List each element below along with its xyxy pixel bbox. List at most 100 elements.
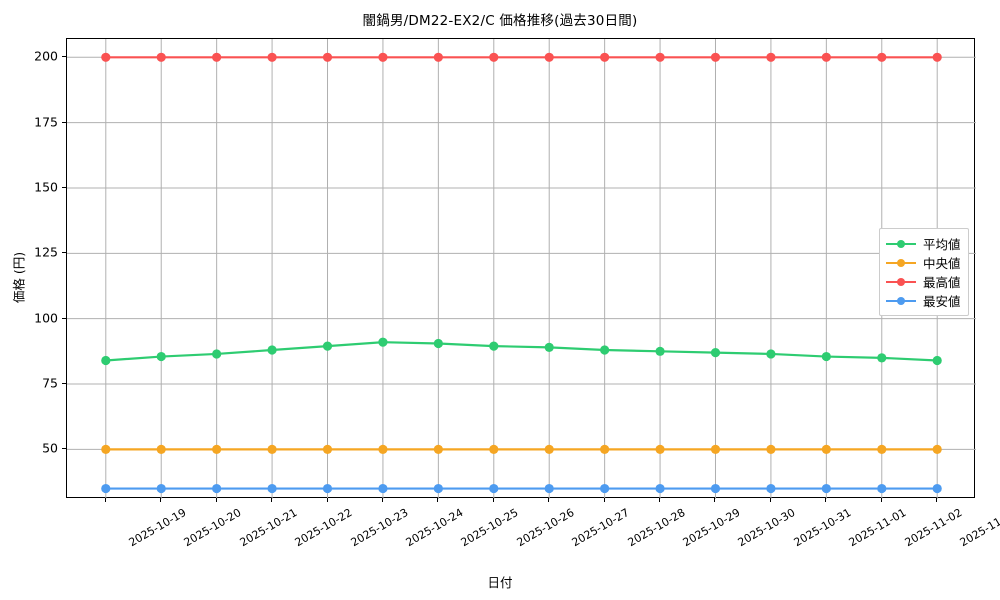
data-point-marker[interactable] <box>710 348 721 358</box>
data-point-marker[interactable] <box>156 351 166 362</box>
x-axis-tick-mark <box>104 498 106 502</box>
data-point-marker[interactable] <box>932 483 942 494</box>
y-axis-tick-label: 75 <box>42 375 58 391</box>
data-point-marker[interactable] <box>378 52 388 62</box>
x-axis-tick-label: 2025-10-31 <box>791 506 854 550</box>
data-point-marker[interactable] <box>212 444 222 454</box>
data-point-marker[interactable] <box>267 483 277 494</box>
data-point-marker[interactable] <box>267 345 277 355</box>
data-point-marker[interactable] <box>101 483 111 494</box>
data-point-marker[interactable] <box>378 337 388 347</box>
data-point-marker[interactable] <box>600 345 610 355</box>
data-point-marker[interactable] <box>267 52 277 62</box>
legend-dot <box>897 258 905 267</box>
legend-item[interactable]: 最高値 <box>886 272 961 291</box>
data-point-marker[interactable] <box>600 444 610 454</box>
data-point-marker[interactable] <box>544 483 554 494</box>
x-axis-tick-mark <box>825 498 827 502</box>
data-point-marker[interactable] <box>156 444 166 454</box>
chart-legend[interactable]: 平均値 中央値最高値 最安値 <box>879 228 969 316</box>
x-axis-tick-mark <box>603 498 605 502</box>
data-point-marker[interactable] <box>821 52 831 62</box>
data-point-marker[interactable] <box>655 483 665 494</box>
legend-item[interactable]: 最安値 <box>886 291 961 310</box>
data-point-marker[interactable] <box>212 483 222 494</box>
data-point-marker[interactable] <box>877 52 887 62</box>
data-point-marker[interactable] <box>655 444 665 454</box>
data-point-marker[interactable] <box>489 444 499 454</box>
x-axis-tick-label: 2025-10-27 <box>569 506 632 550</box>
chart-title: 闇鍋男/DM22-EX2/C 価格推移(過去30日間) <box>362 13 638 29</box>
data-point-marker[interactable] <box>433 52 443 62</box>
x-axis-tick-label: 2025-10-30 <box>736 506 798 550</box>
data-point-marker[interactable] <box>489 52 499 62</box>
data-point-marker[interactable] <box>932 355 942 366</box>
data-point-marker[interactable] <box>544 342 554 353</box>
data-point-marker[interactable] <box>101 355 111 366</box>
data-point-marker[interactable] <box>156 52 166 62</box>
data-point-marker[interactable] <box>766 349 776 359</box>
legend-dot <box>897 239 905 248</box>
data-point-marker[interactable] <box>433 338 443 349</box>
legend-label: 最高値 <box>923 275 961 290</box>
x-axis-tick-label: 2025-10-29 <box>680 506 743 550</box>
data-point-marker[interactable] <box>710 444 721 454</box>
data-point-marker[interactable] <box>655 346 665 356</box>
x-axis-tick-mark <box>326 498 328 502</box>
data-point-marker[interactable] <box>932 52 942 62</box>
data-point-marker[interactable] <box>655 52 665 62</box>
data-point-marker[interactable] <box>489 341 499 351</box>
data-point-marker[interactable] <box>322 444 333 454</box>
x-axis-label: 日付 <box>487 575 513 590</box>
data-point-marker[interactable] <box>322 483 333 494</box>
data-point-marker[interactable] <box>544 52 554 62</box>
x-axis-tick-mark <box>381 498 383 502</box>
x-axis-tick-label: 2025-10-19 <box>126 506 189 550</box>
plot-area <box>66 38 976 499</box>
data-point-marker[interactable] <box>877 444 887 454</box>
data-point-marker[interactable] <box>489 483 499 494</box>
series-lines <box>101 52 942 494</box>
data-point-marker[interactable] <box>101 52 111 62</box>
data-point-marker[interactable] <box>212 349 222 359</box>
data-point-marker[interactable] <box>600 52 610 62</box>
data-point-marker[interactable] <box>322 52 333 62</box>
data-point-marker[interactable] <box>544 444 554 454</box>
data-point-marker[interactable] <box>267 444 277 454</box>
data-point-marker[interactable] <box>378 483 388 494</box>
data-point-marker[interactable] <box>932 444 942 454</box>
legend-item[interactable]: 中央値 <box>886 253 961 272</box>
data-point-marker[interactable] <box>877 483 887 494</box>
x-axis-tick-label: 2025-10-25 <box>458 506 521 550</box>
y-axis-tick-label: 200 <box>34 48 58 64</box>
legend-marker-icon <box>886 295 916 307</box>
y-axis-tick-label: 150 <box>34 179 58 195</box>
data-point-marker[interactable] <box>101 444 111 454</box>
data-point-marker[interactable] <box>766 483 776 494</box>
data-point-marker[interactable] <box>600 483 610 494</box>
data-point-marker[interactable] <box>766 52 776 62</box>
legend-marker-icon <box>886 276 916 288</box>
data-point-marker[interactable] <box>212 52 222 62</box>
data-point-marker[interactable] <box>766 444 776 454</box>
data-point-marker[interactable] <box>710 52 721 62</box>
series-line <box>104 341 939 362</box>
x-axis-tick-mark <box>160 498 162 502</box>
data-point-marker[interactable] <box>821 444 831 454</box>
data-point-marker[interactable] <box>378 444 388 454</box>
data-point-marker[interactable] <box>433 444 443 454</box>
data-point-marker[interactable] <box>710 483 721 494</box>
data-point-marker[interactable] <box>821 351 831 362</box>
x-axis-tick-mark <box>769 498 771 502</box>
data-point-marker[interactable] <box>156 483 166 494</box>
data-point-marker[interactable] <box>433 483 443 494</box>
data-point-marker[interactable] <box>322 341 333 351</box>
data-point-marker[interactable] <box>877 353 887 363</box>
legend-item[interactable]: 平均値 <box>886 234 961 253</box>
legend-marker-icon <box>886 238 916 250</box>
data-point-marker[interactable] <box>821 483 831 494</box>
legend-marker-icon <box>886 257 916 269</box>
x-axis-tick-mark <box>271 498 273 502</box>
x-axis-tick-mark <box>437 498 439 502</box>
